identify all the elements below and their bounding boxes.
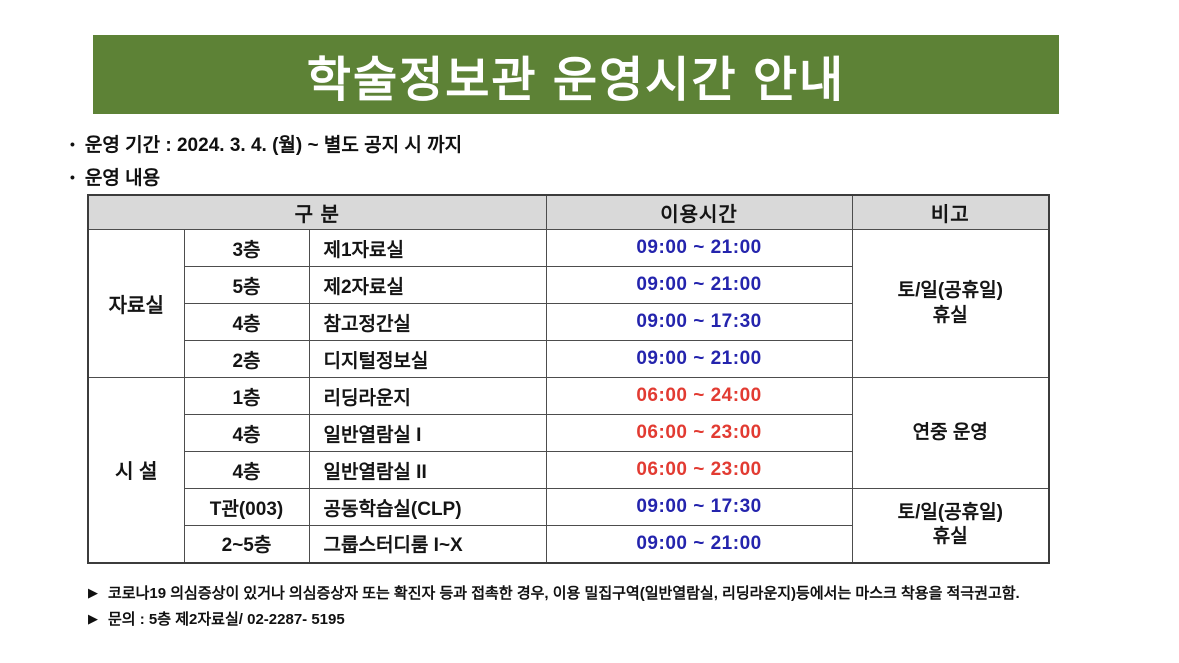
- floor-cell: 2~5층: [183, 525, 310, 563]
- floor-cell: 4층: [183, 451, 310, 489]
- table-row: 2층 디지털정보실 09:00 ~ 21:00: [88, 340, 1049, 378]
- title-banner: 학술정보관 운영시간 안내: [93, 35, 1059, 114]
- operating-content-text: 운영 내용: [84, 168, 161, 189]
- table-row: T관(003) 공동학습실(CLP) 09:00 ~ 17:30 토/일(공휴일…: [88, 488, 1050, 563]
- operating-period-line: • 운영 기간 : 2024. 3. 4. (월) ~ 별도 공지 시 까지: [70, 130, 462, 157]
- time-cell: 06:00 ~ 23:00: [545, 414, 853, 452]
- floor-cell: T관(003): [183, 488, 310, 526]
- time-cell: 09:00 ~ 21:00: [545, 229, 853, 267]
- remark-weekend-closed: 토/일(공휴일) 휴실: [851, 229, 1050, 378]
- room-cell: 공동학습실(CLP): [308, 488, 547, 526]
- time-cell: 09:00 ~ 21:00: [545, 340, 853, 378]
- header-row: 구 분 이용시간 비고: [87, 194, 1050, 230]
- table-row: 시 설 1층 리딩라운지 06:00 ~ 24:00 연중 운영: [87, 377, 1050, 563]
- room-cell: 그룹스터디룸 I~X: [308, 525, 547, 563]
- time-cell: 09:00 ~ 21:00: [545, 525, 853, 563]
- table-row: 자료실 3층 제1자료실 09:00 ~ 21:00 토/일(공휴일) 휴실: [87, 229, 1050, 378]
- group-facilities: 시 설: [87, 377, 185, 563]
- operating-period-text: 운영 기간 : 2024. 3. 4. (월) ~ 별도 공지 시 까지: [84, 135, 463, 156]
- time-cell: 06:00 ~ 24:00: [545, 377, 853, 415]
- table-row: 2~5층 그룹스터디룸 I~X 09:00 ~ 21:00: [88, 525, 1049, 563]
- room-cell: 리딩라운지: [308, 377, 547, 415]
- header-category: 구 분: [87, 194, 547, 230]
- bullet-icon: •: [70, 135, 75, 152]
- remark-weekend-closed: 토/일(공휴일) 휴실: [851, 488, 1050, 563]
- floor-cell: 4층: [183, 414, 310, 452]
- remark-year-round: 연중 운영: [851, 377, 1050, 489]
- arrow-icon: ▶: [88, 585, 98, 600]
- hours-table-container: 구 분 이용시간 비고 자료실 3층 제1자료실 09:00 ~ 21:00 토…: [87, 194, 1051, 564]
- time-cell: 09:00 ~ 17:30: [545, 488, 853, 526]
- bullet-icon: •: [70, 168, 75, 185]
- table-row: 4층 일반열람실 I 06:00 ~ 23:00: [88, 414, 1049, 452]
- header-hours: 이용시간: [545, 194, 853, 230]
- header-note: 비고: [851, 194, 1050, 230]
- covid-footnote-text: 코로나19 의심증상이 있거나 의심증상자 또는 확진자 등과 접촉한 경우, …: [108, 585, 1020, 602]
- room-cell: 참고정간실: [308, 303, 547, 341]
- table-row: 4층 일반열람실 II 06:00 ~ 23:00: [88, 451, 1049, 489]
- arrow-icon: ▶: [88, 611, 98, 626]
- room-cell: 디지털정보실: [308, 340, 547, 378]
- covid-footnote: ▶ 코로나19 의심증상이 있거나 의심증상자 또는 확진자 등과 접촉한 경우…: [88, 582, 1020, 603]
- contact-footnote-text: 문의 : 5층 제2자료실/ 02-2287- 5195: [108, 611, 345, 628]
- table-row: 4층 참고정간실 09:00 ~ 17:30: [88, 303, 1049, 341]
- room-cell: 일반열람실 II: [308, 451, 547, 489]
- time-cell: 06:00 ~ 23:00: [545, 451, 853, 489]
- group-materials: 자료실: [87, 229, 185, 378]
- floor-cell: 1층: [183, 377, 310, 415]
- operating-content-line: • 운영 내용: [70, 163, 160, 190]
- hours-table: 구 분 이용시간 비고 자료실 3층 제1자료실 09:00 ~ 21:00 토…: [87, 194, 1051, 564]
- time-cell: 09:00 ~ 17:30: [545, 303, 853, 341]
- floor-cell: 2층: [183, 340, 310, 378]
- contact-footnote: ▶ 문의 : 5층 제2자료실/ 02-2287- 5195: [88, 608, 345, 629]
- page-title: 학술정보관 운영시간 안내: [306, 53, 846, 107]
- time-cell: 09:00 ~ 21:00: [545, 266, 853, 304]
- floor-cell: 5층: [183, 266, 310, 304]
- room-cell: 제2자료실: [308, 266, 547, 304]
- floor-cell: 3층: [183, 229, 310, 267]
- table-row: 5층 제2자료실 09:00 ~ 21:00: [88, 266, 1049, 304]
- room-cell: 일반열람실 I: [308, 414, 547, 452]
- floor-cell: 4층: [183, 303, 310, 341]
- room-cell: 제1자료실: [308, 229, 547, 267]
